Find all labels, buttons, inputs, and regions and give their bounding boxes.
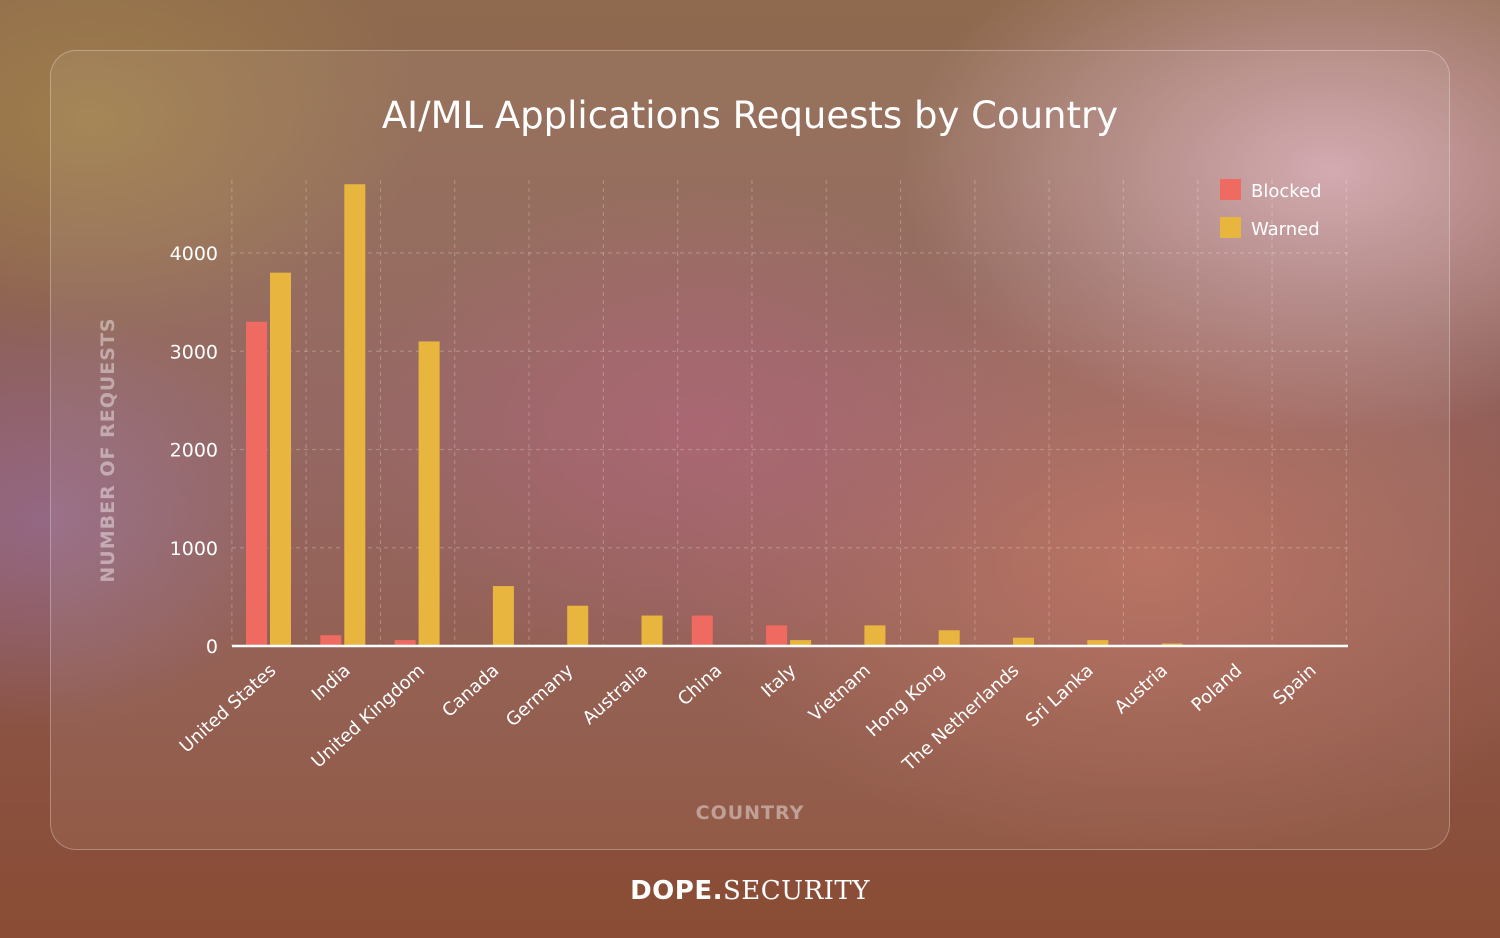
bar-warned — [492, 586, 514, 646]
bar-blocked — [691, 615, 713, 646]
x-tick-label: China — [674, 660, 726, 710]
x-tick-label: Germany — [502, 660, 578, 731]
bar-blocked — [766, 625, 788, 646]
brand-light: SECURITY — [722, 876, 870, 906]
y-tick-label: 2000 — [170, 440, 218, 462]
x-tick-label: Canada — [438, 660, 503, 721]
bars — [246, 184, 1183, 646]
bar-warned — [567, 605, 589, 646]
legend-label-warned: Warned — [1251, 219, 1320, 240]
x-tick-label: Spain — [1269, 660, 1320, 709]
y-tick-label: 3000 — [170, 341, 218, 363]
legend: Blocked Warned — [1220, 179, 1322, 240]
bar-warned — [1013, 637, 1034, 646]
legend-label-blocked: Blocked — [1251, 181, 1322, 202]
y-tick-label: 0 — [206, 636, 218, 658]
x-tick-label: Italy — [757, 660, 800, 702]
x-tick-label: India — [308, 660, 355, 705]
bar-warned — [270, 272, 291, 646]
x-tick-label: Vietnam — [805, 660, 875, 726]
x-tick-label: United States — [176, 660, 281, 757]
bar-warned — [344, 184, 366, 646]
bar-warned — [938, 630, 960, 646]
gridlines — [231, 180, 1348, 646]
bar-warned — [790, 640, 812, 646]
bar-warned — [418, 341, 440, 646]
x-tick-label: Australia — [579, 660, 652, 729]
bar-warned — [864, 625, 886, 646]
x-tick-label: Austria — [1111, 660, 1172, 718]
chart-title: AI/ML Applications Requests by Country — [382, 94, 1118, 137]
y-axis-label: NUMBER OF REQUESTS — [97, 317, 119, 582]
legend-swatch-blocked — [1220, 179, 1241, 200]
bar-warned — [641, 615, 663, 646]
brand-logo: DOPE.SECURITY — [0, 876, 1500, 906]
bar-blocked — [320, 635, 342, 646]
bar-blocked — [394, 640, 416, 646]
bar-blocked — [246, 321, 267, 646]
brand-bold: DOPE. — [630, 876, 723, 906]
legend-swatch-warned — [1220, 217, 1241, 238]
x-tick-label: Sri Lanka — [1022, 660, 1098, 731]
x-axis-label: COUNTRY — [696, 802, 805, 824]
y-axis-ticks: 0 1000 2000 3000 4000 — [170, 243, 218, 658]
y-tick-label: 1000 — [170, 538, 218, 560]
x-tick-label: Poland — [1188, 660, 1247, 716]
y-tick-label: 4000 — [170, 243, 218, 265]
bar-warned — [1087, 640, 1109, 646]
